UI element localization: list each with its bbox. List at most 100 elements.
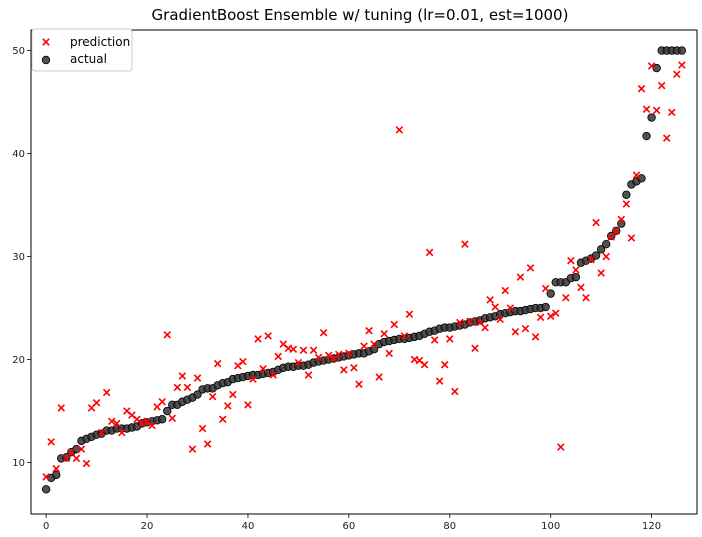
prediction-point — [567, 256, 575, 265]
prediction-point — [340, 366, 348, 374]
prediction-point — [612, 227, 621, 235]
prediction-point — [678, 61, 686, 69]
prediction-point — [400, 332, 409, 340]
prediction-point — [365, 326, 373, 335]
prediction-point — [299, 346, 308, 355]
prediction-point — [657, 81, 666, 90]
prediction-point — [355, 380, 363, 389]
prediction-point — [662, 134, 671, 142]
prediction-point — [264, 332, 272, 340]
prediction-point — [627, 234, 636, 242]
prediction-point — [294, 358, 303, 367]
legend-actual-label: actual — [70, 52, 107, 66]
prediction-point — [102, 388, 111, 397]
legend-prediction-marker — [42, 38, 50, 46]
legend-prediction-label: prediction — [70, 35, 130, 49]
prediction-point — [461, 240, 469, 248]
prediction-point — [597, 269, 605, 277]
legend-actual-marker — [41, 55, 51, 65]
plot-frame — [30, 29, 698, 515]
prediction-point — [345, 349, 353, 358]
prediction-point — [632, 171, 641, 179]
actual-point — [642, 131, 651, 141]
prediction-point — [229, 390, 237, 399]
prediction-point — [92, 399, 101, 407]
prediction-point — [72, 454, 81, 463]
prediction-point — [541, 284, 550, 293]
prediction-point — [314, 353, 323, 362]
chart-title: GradientBoost Ensemble w/ tuning (lr=0.0… — [152, 6, 569, 24]
actual-point — [369, 345, 379, 354]
prediction-point — [587, 255, 595, 264]
prediction-point — [224, 402, 232, 410]
prediction-point — [466, 317, 474, 326]
prediction-point — [254, 335, 262, 343]
prediction-point — [536, 313, 545, 322]
prediction-point — [526, 264, 535, 272]
prediction-point — [274, 352, 282, 361]
prediction-point — [113, 419, 121, 428]
prediction-point — [249, 375, 257, 383]
prediction-point — [188, 445, 197, 453]
prediction-point — [158, 397, 166, 406]
prediction-point — [607, 233, 615, 241]
plot-area — [41, 46, 687, 494]
actual-point — [647, 113, 656, 122]
prediction-point — [118, 428, 126, 437]
prediction-point — [652, 106, 661, 115]
x-tick-label: 40 — [242, 521, 255, 532]
prediction-point — [62, 454, 71, 463]
prediction-point — [239, 357, 247, 366]
y-tick-label: 10 — [12, 458, 25, 469]
prediction-point — [380, 330, 388, 338]
y-tick-label: 30 — [12, 252, 25, 263]
prediction-point — [375, 373, 383, 381]
x-tick-label: 100 — [541, 521, 560, 532]
prediction-point — [390, 320, 399, 329]
prediction-point — [42, 473, 50, 481]
prediction-point — [551, 309, 560, 317]
prediction-point — [259, 365, 267, 373]
prediction-point — [617, 215, 626, 224]
actual-point — [617, 219, 626, 228]
prediction-point — [577, 283, 585, 292]
prediction-point — [168, 414, 177, 422]
prediction-point — [592, 218, 600, 227]
actual-point — [637, 174, 646, 183]
prediction-point — [183, 383, 192, 392]
prediction-point — [360, 342, 368, 350]
prediction-point — [637, 84, 646, 93]
prediction-point — [440, 360, 449, 369]
prediction-point — [425, 248, 434, 257]
prediction-point — [582, 293, 590, 302]
prediction-point — [208, 392, 217, 401]
legend: prediction actual — [31, 28, 133, 72]
prediction-point — [668, 108, 676, 117]
actual-point — [677, 46, 687, 55]
prediction-point — [309, 346, 318, 355]
prediction-point — [304, 371, 313, 379]
y-axis: 10 20 30 40 50 — [12, 46, 31, 469]
prediction-point — [52, 464, 60, 473]
actual-point — [72, 444, 81, 454]
actual-point — [193, 390, 202, 399]
prediction-point — [107, 417, 116, 426]
x-axis: 0 20 40 60 80 100 120 — [43, 514, 661, 532]
prediction-point — [370, 340, 378, 348]
prediction-point — [642, 105, 651, 114]
prediction-point — [471, 344, 479, 352]
actual-point — [541, 302, 550, 312]
prediction-point — [324, 351, 333, 360]
actual-point — [157, 415, 167, 424]
prediction-point — [203, 440, 212, 448]
prediction-point — [193, 374, 202, 382]
prediction-point — [501, 286, 510, 295]
prediction-point — [430, 336, 439, 344]
x-tick-label: 60 — [342, 521, 355, 532]
prediction-point — [47, 438, 55, 446]
prediction-point — [335, 350, 343, 359]
prediction-point — [97, 428, 106, 437]
prediction-point — [557, 443, 565, 451]
prediction-point — [385, 349, 393, 358]
prediction-point — [289, 345, 298, 353]
